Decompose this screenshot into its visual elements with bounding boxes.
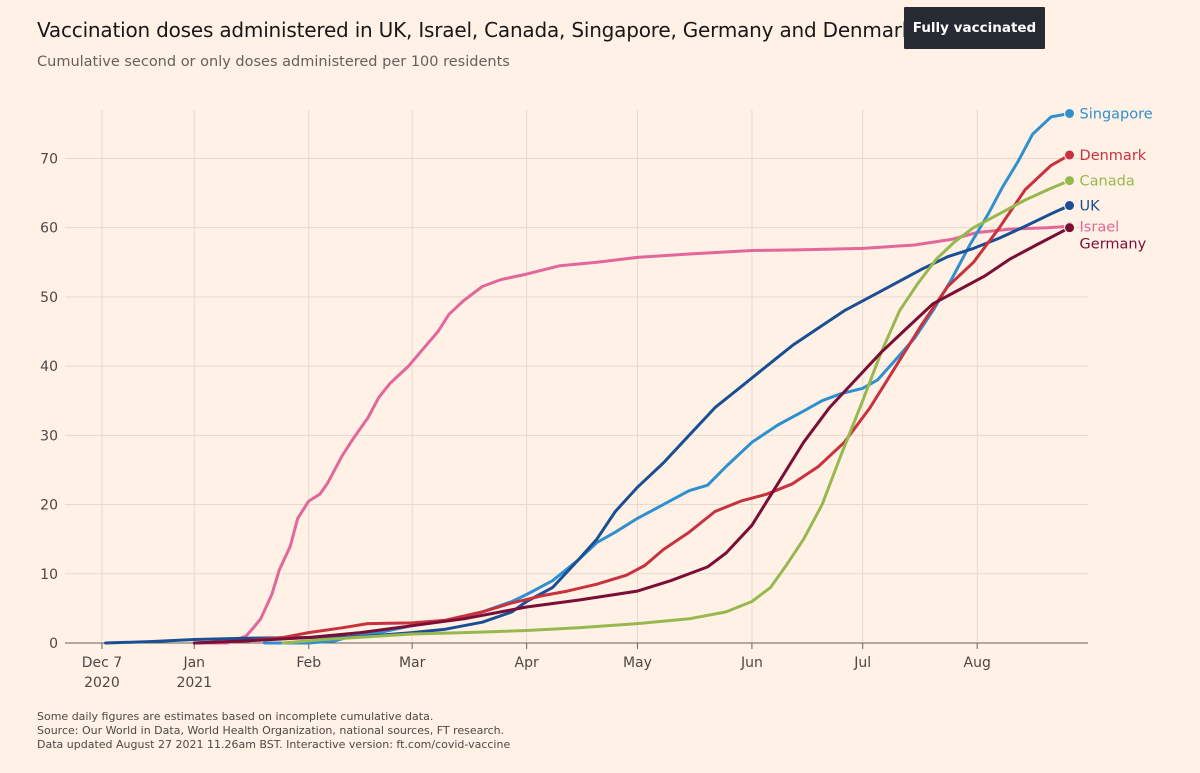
series-end-dot-canada (1064, 175, 1076, 187)
x-tick-label: Jan (182, 655, 205, 671)
series-label-singapore: Singapore (1080, 106, 1153, 122)
series-line-germany (192, 226, 1071, 645)
footer-source: Source: Our World in Data, World Health … (37, 724, 505, 737)
footer-note: Some daily figures are estimates based o… (37, 710, 434, 723)
y-tick-label: 10 (40, 567, 58, 583)
y-tick-label: 20 (40, 498, 58, 514)
x-tick-label: Jun (740, 655, 763, 671)
x-tick-label: Aug (964, 655, 991, 671)
series-line-uk (104, 204, 1071, 645)
series-label-denmark: Denmark (1080, 148, 1147, 164)
series-line-denmark (192, 153, 1071, 645)
x-tick-label: May (623, 655, 652, 671)
series-label-germany: Germany (1080, 236, 1147, 252)
fully-vaccinated-toggle-button[interactable]: Fully vaccinated (904, 7, 1045, 49)
series-line-canada (281, 179, 1071, 645)
x-tick-label: Feb (296, 655, 321, 671)
series-end-dot-singapore (1064, 107, 1076, 119)
x-tick-label: Mar (399, 655, 426, 671)
series-end-dot-denmark (1064, 149, 1076, 161)
series-label-uk: UK (1080, 199, 1101, 215)
y-tick-label: 0 (49, 636, 58, 652)
x-tick-sublabel: 2021 (176, 675, 212, 691)
series-label-canada: Canada (1080, 174, 1135, 190)
chart-subtitle: Cumulative second or only doses administ… (37, 54, 510, 70)
chart-footer: Some daily figures are estimates based o… (37, 710, 510, 752)
x-tick-label: Dec 7 (82, 655, 122, 671)
series-end-dot-germany (1064, 222, 1076, 234)
series-line-israel (192, 224, 1071, 645)
y-tick-label: 40 (40, 359, 58, 375)
series-line-singapore (262, 112, 1071, 645)
series-label-israel: Israel (1080, 219, 1120, 235)
y-tick-label: 30 (40, 428, 58, 444)
y-tick-label: 50 (40, 290, 58, 306)
x-tick-label: Apr (515, 655, 539, 671)
y-tick-label: 70 (40, 151, 58, 167)
series-end-dot-uk (1064, 200, 1076, 212)
chart-title: Vaccination doses administered in UK, Is… (37, 18, 914, 42)
x-tick-sublabel: 2020 (84, 675, 120, 691)
y-tick-label: 60 (40, 221, 58, 237)
x-tick-label: Jul (853, 655, 871, 671)
footer-updated: Data updated August 27 2021 11.26am BST.… (37, 738, 511, 751)
